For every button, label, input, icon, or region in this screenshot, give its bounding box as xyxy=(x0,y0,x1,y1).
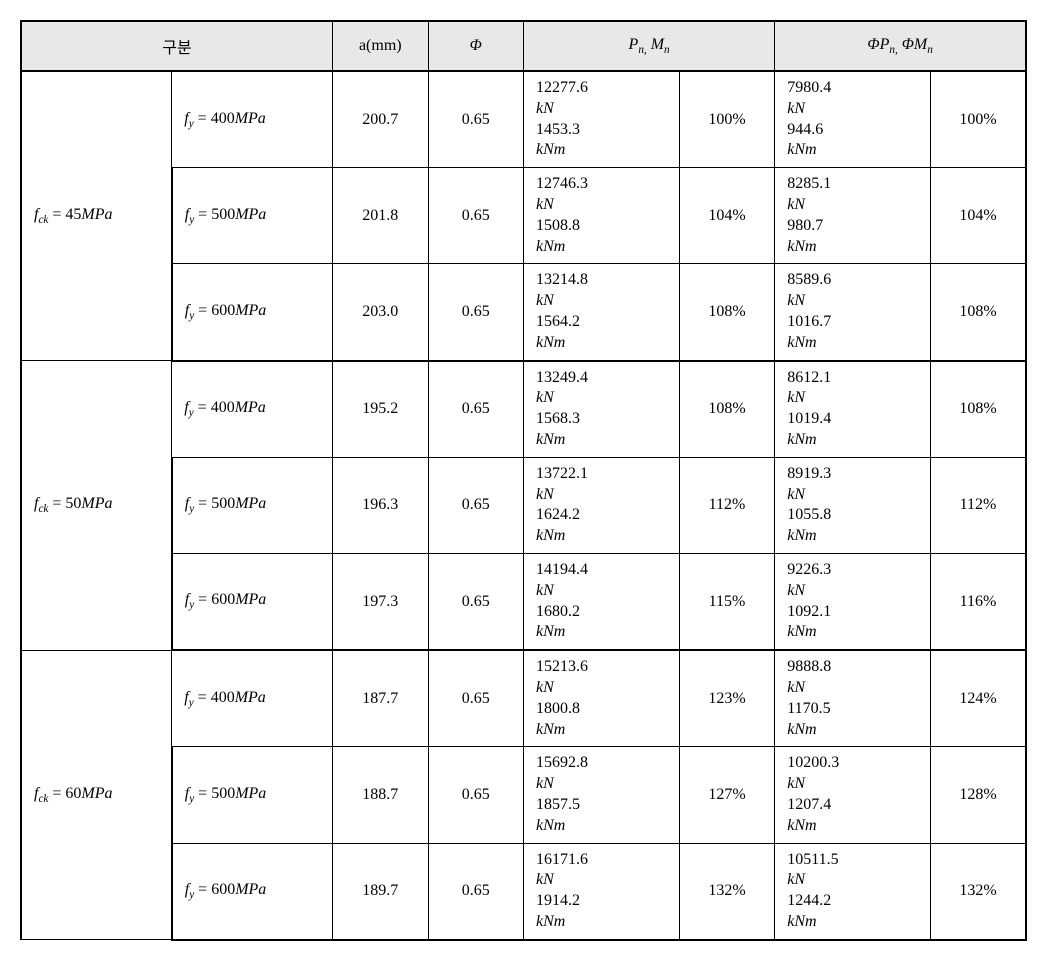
cell-phi: 0.65 xyxy=(428,747,523,843)
cell-phi: 0.65 xyxy=(428,264,523,361)
cell-fy: fy = 600MPa xyxy=(172,553,333,650)
header-gubun: 구분 xyxy=(21,21,333,71)
cell-pnmn: 12277.6 kN1453.3 kNm xyxy=(523,71,679,168)
cell-pnmn: 12746.3 kN1508.8 kNm xyxy=(523,168,679,264)
cell-pnmn-pct: 115% xyxy=(679,553,774,650)
table-header: 구분 a(mm) Φ Pn, Mn ΦPn, ΦMn xyxy=(21,21,1026,71)
cell-phipn-pct: 100% xyxy=(930,71,1026,168)
cell-phipn-phimn: 7980.4 kN944.6 kNm xyxy=(775,71,931,168)
cell-phi: 0.65 xyxy=(428,553,523,650)
cell-fy: fy = 500MPa xyxy=(172,747,333,843)
cell-a: 187.7 xyxy=(333,650,428,747)
table-row: fy = 500MPa196.30.6513722.1 kN1624.2 kNm… xyxy=(21,457,1026,553)
cell-pnmn-pct: 127% xyxy=(679,747,774,843)
cell-a: 203.0 xyxy=(333,264,428,361)
cell-a: 195.2 xyxy=(333,361,428,458)
cell-pnmn-pct: 132% xyxy=(679,843,774,940)
cell-pnmn-pct: 100% xyxy=(679,71,774,168)
table-row: fy = 500MPa201.80.6512746.3 kN1508.8 kNm… xyxy=(21,168,1026,264)
cell-phipn-pct: 112% xyxy=(930,457,1026,553)
cell-phipn-phimn: 9226.3 kN1092.1 kNm xyxy=(775,553,931,650)
cell-a: 196.3 xyxy=(333,457,428,553)
strength-table: 구분 a(mm) Φ Pn, Mn ΦPn, ΦMn fck = 45MPafy… xyxy=(20,20,1027,941)
cell-phi: 0.65 xyxy=(428,361,523,458)
cell-phipn-phimn: 8612.1 kN1019.4 kNm xyxy=(775,361,931,458)
cell-phipn-pct: 124% xyxy=(930,650,1026,747)
table-row: fy = 600MPa203.00.6513214.8 kN1564.2 kNm… xyxy=(21,264,1026,361)
cell-phipn-phimn: 8285.1 kN980.7 kNm xyxy=(775,168,931,264)
cell-phipn-phimn: 9888.8 kN1170.5 kNm xyxy=(775,650,931,747)
cell-fck: fck = 45MPa xyxy=(21,71,172,361)
cell-phi: 0.65 xyxy=(428,843,523,940)
table-row: fy = 600MPa189.70.6516171.6 kN1914.2 kNm… xyxy=(21,843,1026,940)
header-phipn-phimn: ΦPn, ΦMn xyxy=(775,21,1026,71)
cell-fck: fck = 50MPa xyxy=(21,361,172,651)
cell-phi: 0.65 xyxy=(428,650,523,747)
table-row: fy = 500MPa188.70.6515692.8 kN1857.5 kNm… xyxy=(21,747,1026,843)
cell-fy: fy = 400MPa xyxy=(172,71,333,168)
cell-fy: fy = 500MPa xyxy=(172,457,333,553)
cell-phi: 0.65 xyxy=(428,71,523,168)
header-pnmn: Pn, Mn xyxy=(523,21,774,71)
table-row: fck = 60MPafy = 400MPa187.70.6515213.6 k… xyxy=(21,650,1026,747)
header-phi: Φ xyxy=(428,21,523,71)
cell-phipn-pct: 128% xyxy=(930,747,1026,843)
cell-phipn-pct: 116% xyxy=(930,553,1026,650)
cell-pnmn: 13214.8 kN1564.2 kNm xyxy=(523,264,679,361)
cell-phipn-phimn: 8919.3 kN1055.8 kNm xyxy=(775,457,931,553)
cell-pnmn: 14194.4 kN1680.2 kNm xyxy=(523,553,679,650)
cell-pnmn-pct: 112% xyxy=(679,457,774,553)
cell-fy: fy = 600MPa xyxy=(172,843,333,940)
header-amm: a(mm) xyxy=(333,21,428,71)
cell-fy: fy = 400MPa xyxy=(172,650,333,747)
cell-phi: 0.65 xyxy=(428,457,523,553)
cell-pnmn: 16171.6 kN1914.2 kNm xyxy=(523,843,679,940)
cell-phipn-pct: 104% xyxy=(930,168,1026,264)
cell-fy: fy = 600MPa xyxy=(172,264,333,361)
cell-pnmn-pct: 123% xyxy=(679,650,774,747)
cell-a: 200.7 xyxy=(333,71,428,168)
cell-pnmn: 13249.4 kN1568.3 kNm xyxy=(523,361,679,458)
table-row: fy = 600MPa197.30.6514194.4 kN1680.2 kNm… xyxy=(21,553,1026,650)
cell-pnmn: 15213.6 kN1800.8 kNm xyxy=(523,650,679,747)
table-row: fck = 50MPafy = 400MPa195.20.6513249.4 k… xyxy=(21,361,1026,458)
cell-pnmn: 13722.1 kN1624.2 kNm xyxy=(523,457,679,553)
cell-fy: fy = 500MPa xyxy=(172,168,333,264)
cell-phipn-pct: 108% xyxy=(930,361,1026,458)
table-body: fck = 45MPafy = 400MPa200.70.6512277.6 k… xyxy=(21,71,1026,940)
cell-a: 189.7 xyxy=(333,843,428,940)
cell-phipn-pct: 132% xyxy=(930,843,1026,940)
cell-phipn-phimn: 10511.5 kN1244.2 kNm xyxy=(775,843,931,940)
cell-phipn-pct: 108% xyxy=(930,264,1026,361)
cell-phipn-phimn: 10200.3 kN1207.4 kNm xyxy=(775,747,931,843)
cell-pnmn-pct: 104% xyxy=(679,168,774,264)
cell-a: 201.8 xyxy=(333,168,428,264)
cell-phi: 0.65 xyxy=(428,168,523,264)
cell-a: 197.3 xyxy=(333,553,428,650)
cell-fck: fck = 60MPa xyxy=(21,650,172,940)
cell-a: 188.7 xyxy=(333,747,428,843)
cell-phipn-phimn: 8589.6 kN1016.7 kNm xyxy=(775,264,931,361)
cell-pnmn: 15692.8 kN1857.5 kNm xyxy=(523,747,679,843)
table-row: fck = 45MPafy = 400MPa200.70.6512277.6 k… xyxy=(21,71,1026,168)
cell-fy: fy = 400MPa xyxy=(172,361,333,458)
cell-pnmn-pct: 108% xyxy=(679,361,774,458)
cell-pnmn-pct: 108% xyxy=(679,264,774,361)
